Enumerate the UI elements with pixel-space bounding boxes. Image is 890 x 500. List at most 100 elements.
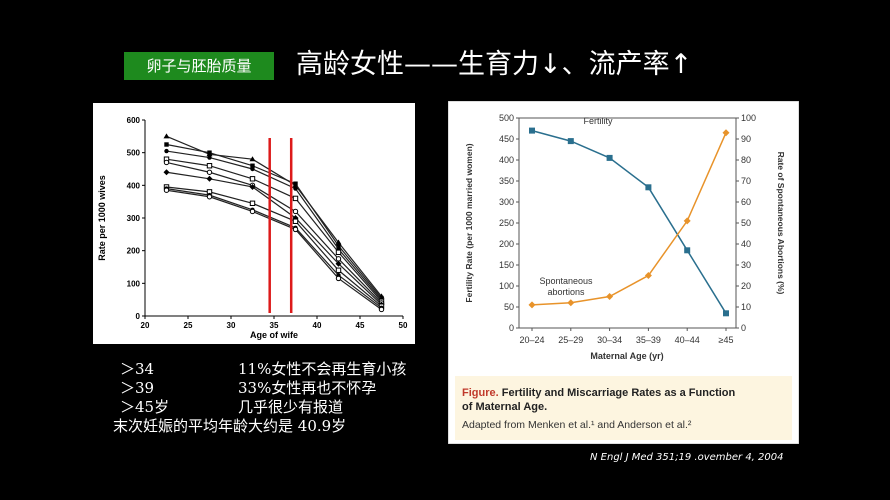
data-point [336,243,341,248]
x-tick-label: 30 [227,321,236,330]
x-tick-label: 40–44 [675,335,700,345]
left-y-tick-label: 250 [499,218,514,228]
data-point [206,169,213,175]
fertility-point [606,154,613,161]
x-tick-label: 25 [184,321,193,330]
age-fertility-chart: 0 100 200 300 400 500 600 20 25 30 35 40 45 50 Rate … [93,103,415,344]
right-y-tick-label: 10 [741,302,751,312]
note-age: ＞39 [120,379,155,397]
abortion-point [528,301,536,309]
chart2-left-axis-label: Fertility Rate (per 1000 married women) [464,143,474,302]
data-point [164,142,169,147]
left-y-tick-label: 50 [504,302,514,312]
series-line [166,188,382,309]
data-point [335,249,342,256]
data-point [207,155,212,160]
y-tick-label: 500 [127,149,141,158]
data-point [163,169,170,176]
data-point [163,159,170,166]
data-point [163,187,170,193]
fertility-point [684,247,691,254]
data-point [292,218,299,224]
note-summary: 末次妊娠的平均年龄大约是 40.9岁 [113,417,347,435]
data-point [292,226,299,233]
note-text: 几乎很少有报道 [238,398,344,416]
right-y-tick-label: 70 [741,176,751,186]
data-point [163,133,170,139]
x-tick-label: 40 [313,321,322,330]
x-tick-label: ≥45 [719,335,734,345]
series-line [166,158,382,302]
y-tick-label: 0 [136,312,141,321]
left-y-tick-label: 350 [499,176,514,186]
data-point [249,176,256,182]
data-point [207,150,212,155]
chart2-x-axis-label: Maternal Age (yr) [590,351,663,361]
data-point [250,163,255,168]
note-text: 33%女性再也不怀孕 [238,379,377,397]
y-tick-label: 100 [127,279,141,288]
series-line [166,150,382,301]
section-badge: 卵子与胚胎质量 [124,52,274,80]
y-tick-label: 400 [127,181,141,190]
data-point [378,306,385,313]
x-tick-label: 45 [356,321,365,330]
left-y-tick-label: 400 [499,155,514,165]
series-line [166,186,382,307]
abortion-point [567,299,575,307]
x-tick-label: 50 [399,321,408,330]
data-point [249,200,256,206]
right-y-tick-label: 60 [741,197,751,207]
series-line [166,189,382,310]
right-y-tick-label: 30 [741,260,751,270]
svg-text:Figure. Fertility and Miscarri: Figure. Fertility and Miscarriage Rates … [462,387,736,399]
abortion-line [531,132,727,306]
fertility-point [567,138,574,145]
chart1-y-axis-label: Rate per 1000 wives [97,175,107,261]
note-row: ＞45岁 几乎很少有报道 [113,398,406,417]
note-text: 11%女性不会再生育小孩 [238,360,407,378]
data-point [335,256,342,262]
abortion-point [683,217,691,225]
data-point [249,156,256,162]
abortion-point [722,129,730,137]
fertility-point [645,184,652,191]
fertility-point [723,310,729,317]
caption-figure-label: Figure. [462,387,499,399]
age-notes: ＞34 11%女性不会再生育小孩 ＞39 33%女性再也不怀孕 ＞45岁 几乎很少有报… [113,360,406,436]
x-tick-label: 35–39 [636,335,661,345]
fertility-point [529,127,535,134]
fertility-series-label: Fertility [584,116,613,126]
right-y-tick-label: 40 [741,239,751,249]
series-line [166,161,382,304]
data-point [335,260,342,267]
y-tick-label: 300 [127,214,141,223]
x-tick-label: 30–34 [597,335,622,345]
data-point [206,194,213,200]
left-y-tick-label: 200 [499,239,514,249]
data-point [249,208,256,215]
note-row: ＞39 33%女性再也不怀孕 [113,379,406,398]
note-row: ＞34 11%女性不会再生育小孩 [113,360,406,379]
data-point [250,166,255,172]
series-line [166,143,382,299]
data-point [206,175,213,182]
right-y-tick-label: 80 [741,155,751,165]
caption-title-line2: of Maternal Age. [462,401,547,413]
fertility-miscarriage-chart: 0 50 100 150 200 250 300 350 400 450 500 0 10 20 30 40… [448,101,799,444]
caption-title-line1: Fertility and Miscarriage Rates as a Fun… [499,387,736,399]
chart1-x-axis-label: Age of wife [250,330,298,340]
fertility-line [531,129,727,314]
x-tick-label: 20 [141,321,150,330]
abortion-point [644,272,652,279]
left-y-tick-label: 300 [499,197,514,207]
x-tick-label: 25–29 [558,335,583,345]
citation: N Engl J Med 351;19 .ovember 4, 2004 [590,452,784,463]
right-y-tick-label: 0 [741,323,746,333]
abortion-series-label-line2: abortions [547,287,585,297]
right-y-tick-label: 100 [741,113,756,123]
note-age: ＞34 [120,360,155,378]
y-tick-label: 600 [127,116,141,125]
left-y-tick-label: 450 [499,134,514,144]
right-y-tick-label: 90 [741,134,751,144]
